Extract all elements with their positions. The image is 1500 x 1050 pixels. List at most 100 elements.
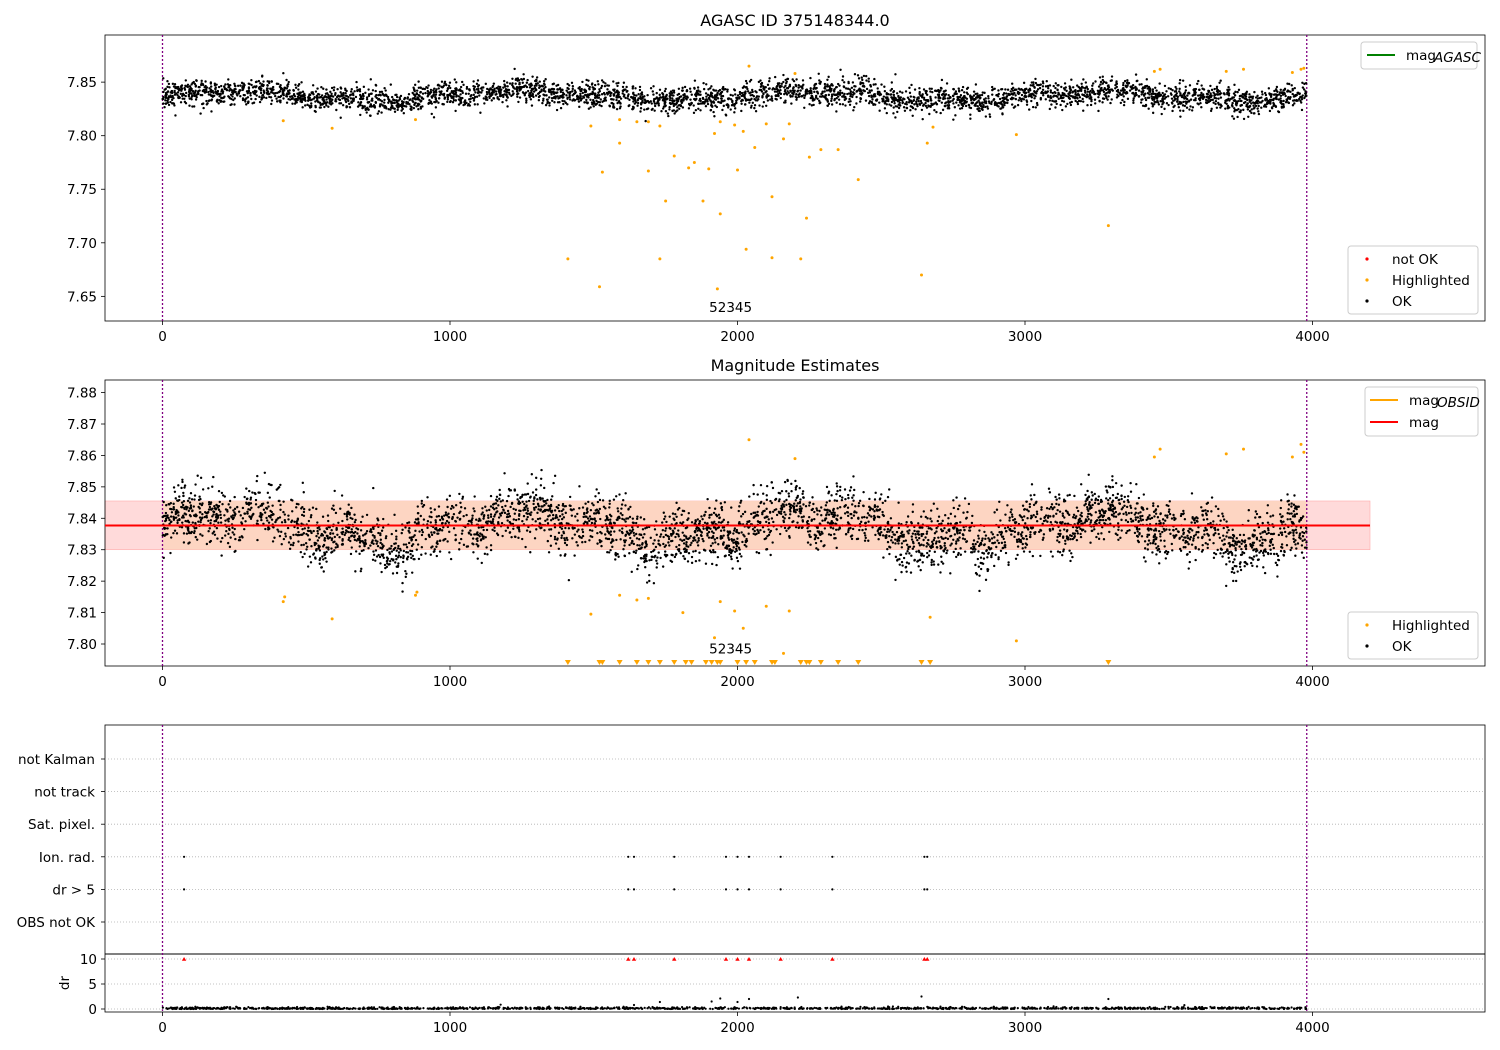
ok-point [694, 539, 697, 542]
ok-point [260, 84, 263, 87]
ok-point [744, 86, 747, 89]
ok-point [1173, 96, 1176, 99]
ok-point [1122, 95, 1125, 98]
ok-point [1081, 97, 1084, 101]
ok-point [560, 94, 564, 98]
ok-point [1284, 101, 1288, 104]
ok-point [832, 89, 836, 92]
ok-point [1047, 87, 1050, 90]
highlighted-point [805, 216, 808, 220]
ok-point [990, 100, 993, 104]
ok-point [753, 106, 756, 110]
ok-point [428, 101, 432, 105]
ok-point [731, 100, 734, 104]
ok-point [263, 91, 266, 95]
ok-point [250, 83, 253, 87]
ok-point [350, 101, 354, 104]
ok-point [1160, 100, 1164, 103]
ok-point [1202, 93, 1205, 96]
ok-point [241, 85, 244, 88]
ok-point [946, 537, 950, 541]
ok-point [1010, 508, 1013, 511]
ok-point [1117, 94, 1120, 98]
ok-point [849, 100, 852, 103]
ok-point [859, 97, 862, 100]
ok-point [971, 101, 974, 105]
ok-point [762, 530, 766, 533]
ok-point [661, 107, 665, 110]
ok-point [1105, 81, 1108, 85]
ok-point [587, 500, 590, 504]
ok-point [330, 92, 333, 96]
x-tick-label: 2000 [720, 329, 754, 345]
ok-point [937, 88, 940, 92]
ok-point [734, 93, 737, 96]
ok-point [1291, 92, 1294, 96]
ok-point [542, 79, 546, 83]
ok-point [506, 105, 509, 108]
ok-point [1148, 93, 1151, 96]
ok-point [937, 515, 941, 518]
ok-point [543, 504, 546, 507]
ok-point [403, 104, 406, 108]
ok-point [470, 94, 473, 97]
ok-point [978, 109, 981, 113]
ok-point [571, 94, 574, 97]
ok-point [735, 99, 738, 102]
ok-point [505, 81, 509, 84]
ok-point [835, 101, 838, 104]
ok-point [962, 98, 965, 101]
ok-point [1255, 99, 1259, 102]
ok-point [176, 521, 179, 525]
ok-point [534, 520, 537, 523]
ok-point [838, 84, 841, 87]
highlighted-point [664, 199, 668, 203]
ok-point [441, 85, 445, 89]
ok-point [1022, 81, 1026, 85]
ok-point [876, 87, 879, 90]
ok-point [1167, 103, 1170, 107]
ok-point [634, 551, 637, 555]
ok-point [1303, 96, 1306, 100]
ok-point [711, 105, 714, 108]
ok-point [1254, 104, 1258, 108]
ok-point [968, 106, 971, 109]
ok-point [1034, 515, 1037, 519]
ok-point [1097, 95, 1100, 99]
ok-point [643, 101, 647, 105]
ok-point [939, 111, 942, 115]
ok-point [1064, 105, 1068, 108]
ok-point [709, 91, 713, 94]
ok-point [561, 99, 564, 103]
ok-point [291, 96, 294, 100]
ok-point [1300, 97, 1304, 101]
ok-point [817, 72, 820, 75]
ok-point [762, 92, 765, 95]
ok-point [784, 84, 787, 88]
ok-point [961, 85, 965, 89]
ok-point [319, 103, 322, 107]
ok-point [1152, 92, 1155, 95]
ok-point [1296, 99, 1299, 102]
y-tick-label: 7.84 [67, 511, 97, 527]
ok-point [560, 517, 564, 521]
ok-point [964, 104, 968, 108]
ok-point [847, 100, 850, 104]
ok-point [1225, 98, 1228, 102]
ok-point [365, 98, 369, 101]
ok-point [709, 108, 713, 112]
ok-point [1044, 91, 1048, 95]
ok-point [593, 96, 597, 100]
ok-point [1106, 98, 1109, 101]
ok-point [1030, 96, 1034, 99]
ok-point [526, 509, 530, 512]
ok-point [784, 99, 787, 102]
ok-point [346, 518, 349, 521]
ok-point [1245, 90, 1249, 94]
ok-point [1231, 537, 1235, 540]
ok-point [299, 100, 302, 103]
ok-point [438, 93, 441, 97]
ok-point [448, 81, 452, 84]
ok-point [698, 551, 701, 554]
ok-point [783, 92, 786, 96]
